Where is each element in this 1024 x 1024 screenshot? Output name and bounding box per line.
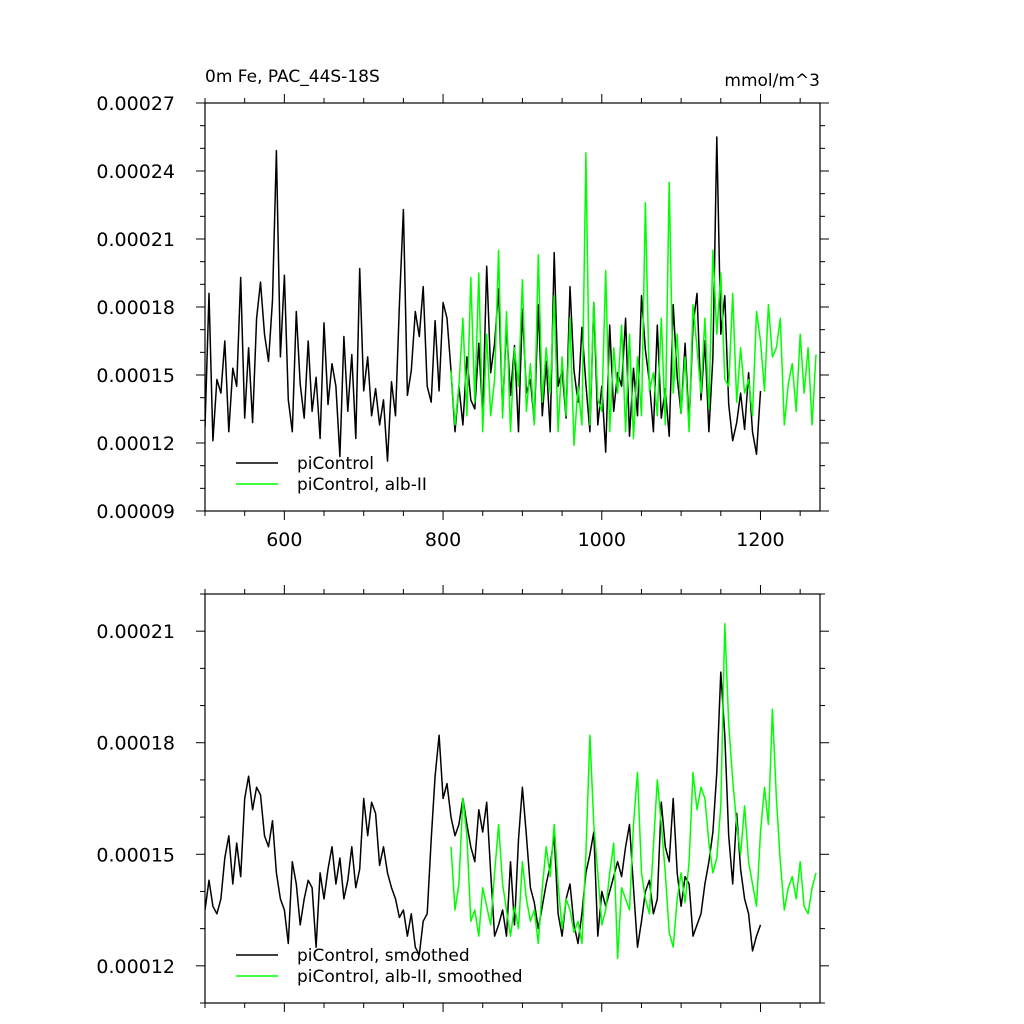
y-tick-label: 0.00021 bbox=[96, 621, 175, 643]
top-panel-series bbox=[205, 136, 817, 462]
x-tick-label: 600 bbox=[266, 529, 302, 551]
top-panel: 0m Fe, PAC_44S-18S mmol/m^3 600 800 1000 12… bbox=[96, 67, 829, 551]
legend-label: piControl, smoothed bbox=[297, 946, 470, 966]
y-tick-label: 0.00009 bbox=[96, 501, 175, 523]
top-panel-ticks: 600 800 1000 1200 0.00009 0.00012 0.00015 0.000… bbox=[96, 93, 829, 551]
y-tick-label: 0.00021 bbox=[96, 229, 175, 251]
y-tick-label: 0.00015 bbox=[96, 365, 175, 387]
x-tick-label: 1000 bbox=[578, 529, 626, 551]
legend-label: piControl bbox=[297, 454, 374, 474]
top-panel-title: 0m Fe, PAC_44S-18S bbox=[205, 67, 380, 87]
x-tick-label: 1200 bbox=[736, 529, 784, 551]
legend-label: piControl, alb-II, smoothed bbox=[297, 967, 523, 987]
y-tick-label: 0.00018 bbox=[96, 733, 175, 755]
y-tick-label: 0.00024 bbox=[96, 161, 175, 183]
bottom-panel-series bbox=[205, 622, 817, 960]
bottom-panel-ticks: 0.00012 0.00015 0.00018 0.00021 bbox=[96, 585, 829, 1012]
legend-label: piControl, alb-II bbox=[297, 475, 427, 495]
y-tick-label: 0.00018 bbox=[96, 297, 175, 319]
top-panel-units: mmol/m^3 bbox=[724, 71, 820, 91]
y-tick-label: 0.00012 bbox=[96, 433, 175, 455]
x-tick-label: 800 bbox=[425, 529, 461, 551]
bottom-panel-frame bbox=[204, 593, 821, 1004]
bottom-panel: 0.00012 0.00015 0.00018 0.00021 piControl, … bbox=[96, 585, 829, 1012]
series-line-0 bbox=[205, 671, 762, 956]
y-tick-label: 0.00012 bbox=[96, 956, 175, 978]
top-panel-frame bbox=[204, 102, 821, 512]
series-line-1 bbox=[450, 152, 817, 447]
series-line-1 bbox=[450, 622, 817, 960]
y-tick-label: 0.00015 bbox=[96, 844, 175, 866]
y-tick-label: 0.00027 bbox=[96, 93, 175, 115]
